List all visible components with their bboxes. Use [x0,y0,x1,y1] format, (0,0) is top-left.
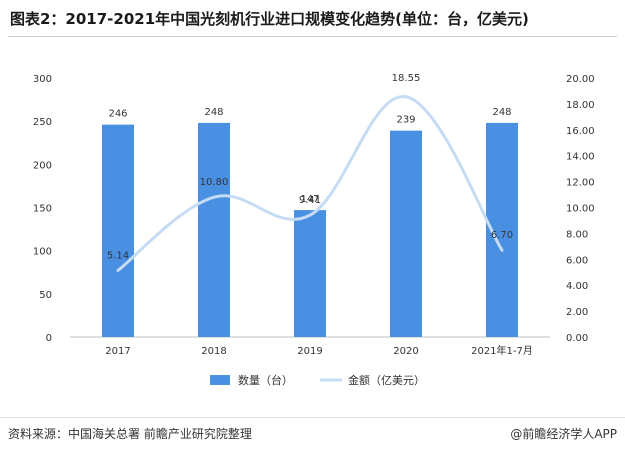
legend-label: 数量（台） [238,373,293,387]
y-left-tick-label: 200 [33,160,52,171]
bar [198,122,230,337]
y-left-tick-label: 250 [33,117,52,128]
y-right-tick-label: 2.00 [566,307,588,318]
x-tick-label: 2018 [201,346,226,357]
line-value-label: 18.55 [392,73,421,84]
x-tick-label: 2019 [297,346,322,357]
x-tick-label: 2017 [105,346,130,357]
line-value-label: 10.80 [200,177,229,188]
y-right-tick-label: 4.00 [566,281,588,292]
source-note: 资料来源：中国海关总署 前瞻产业研究院整理 [8,427,252,441]
y-right-tick-label: 16.00 [566,126,595,137]
chart-title: 图表2：2017-2021年中国光刻机行业进口规模变化趋势(单位：台，亿美元) [10,10,529,28]
line-value-label: 6.70 [491,230,513,241]
y-right-tick-label: 6.00 [566,255,588,266]
data-labels: 246 248 147 239 248 5.14 10.80 9.41 18.55 6.70 [107,73,513,262]
axes: 0 50 100 150 200 250 300 0.00 2.00 4.00 6.00 8.00 10… [33,74,595,357]
bar-value-label: 246 [108,109,127,120]
legend: 数量（台） 金额（亿美元） [210,373,425,387]
y-right-tick-label: 14.00 [566,152,595,163]
x-tick-label: 2021年1-7月 [471,344,533,357]
y-left-tick-label: 0 [46,333,52,344]
amount-line-path [116,95,504,272]
title-divider [8,36,617,37]
y-right-tick-label: 18.00 [566,100,595,111]
line-value-label: 5.14 [107,250,129,261]
legend-label: 金额（亿美元） [348,373,425,387]
y-right-tick-label: 12.00 [566,178,595,189]
bar [294,210,326,337]
brand-credit: @前瞻经济学人APP [510,427,617,441]
line-value-label: 9.41 [299,195,321,206]
amount-line [116,95,504,272]
y-left-tick-label: 50 [39,290,52,301]
y-left-tick-label: 300 [33,74,52,85]
bar-value-label: 248 [204,107,223,118]
bar [390,130,422,337]
legend-bar-swatch [210,375,230,385]
x-tick-label: 2020 [393,346,418,357]
y-left-tick-label: 100 [33,247,52,258]
y-right-tick-label: 10.00 [566,204,595,215]
y-right-tick-label: 20.00 [566,74,595,85]
y-right-tick-label: 0.00 [566,333,588,344]
bar-value-label: 248 [492,107,511,118]
bar-value-label: 147 [300,194,319,205]
y-right-tick-label: 8.00 [566,229,588,240]
bar-value-label: 239 [396,115,415,126]
footer-divider [0,417,625,418]
bar [102,124,134,338]
y-left-tick-label: 150 [33,204,52,215]
